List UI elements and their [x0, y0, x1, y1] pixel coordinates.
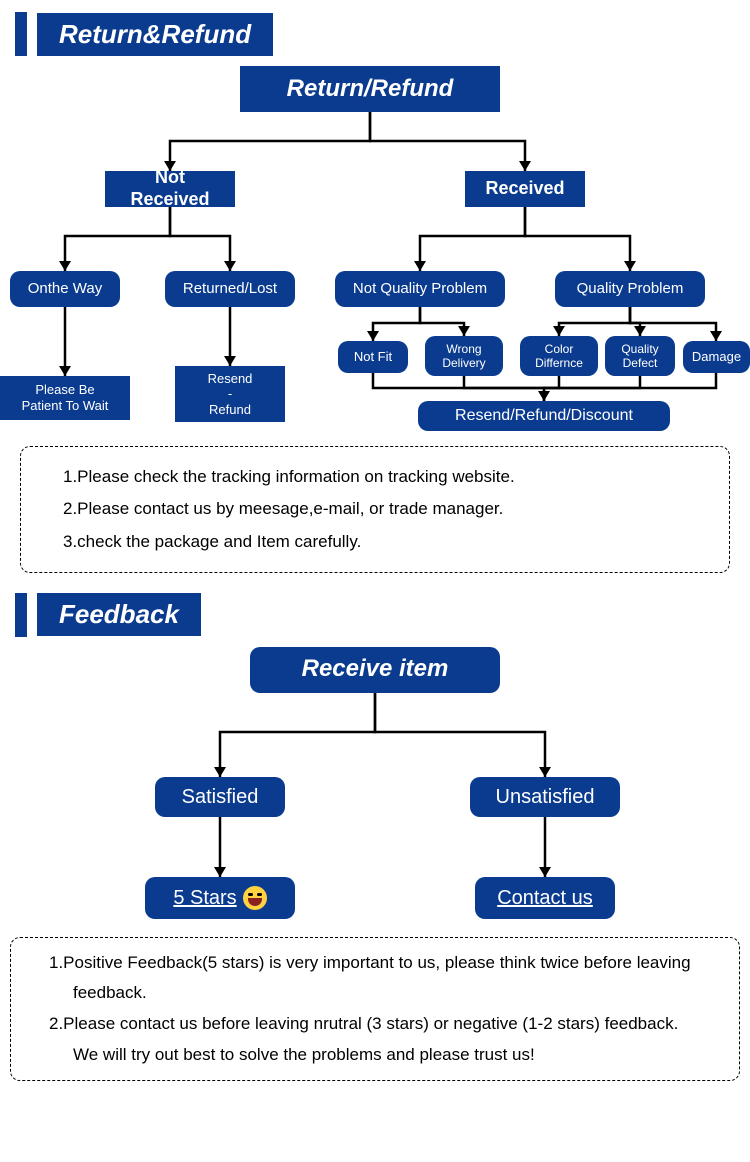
node-label: Receive item [302, 655, 449, 684]
note-line: 3.check the package and Item carefully. [39, 526, 711, 558]
flowchart-node-root: Receive item [250, 647, 500, 693]
flowchart-node-notrecv: Not Received [105, 171, 235, 207]
note-line: 1.Positive Feedback(5 stars) is very imp… [25, 948, 725, 979]
note-line: 2.Please contact us by meesage,e-mail, o… [39, 493, 711, 525]
flowchart-node-resendref: Resend - Refund [175, 366, 285, 422]
header-title: Return&Refund [37, 13, 273, 56]
flowchart-node-notqual: Not Quality Problem [335, 271, 505, 307]
flowchart-node-resendrefdisc: Resend/Refund/Discount [418, 401, 670, 431]
note-line: 2.Please contact us before leaving nrutr… [25, 1009, 725, 1040]
node-label: Please Be Patient To Wait [22, 382, 109, 413]
flowchart-node-contact: Contact us [475, 877, 615, 919]
node-label: Not Quality Problem [353, 280, 487, 298]
flowchart-node-damage: Damage [683, 341, 750, 373]
node-label: Returned/Lost [183, 280, 277, 298]
note-line: 1.Please check the tracking information … [39, 461, 711, 493]
note-line: We will try out best to solve the proble… [25, 1040, 725, 1071]
flowchart-node-ontheway: Onthe Way [10, 271, 120, 307]
flowchart-node-colordiff: Color Differnce [520, 336, 598, 376]
header-accent-bar [15, 12, 27, 56]
header-accent-bar [15, 593, 27, 637]
node-label: Quality Problem [577, 280, 684, 298]
flowchart-node-retlost: Returned/Lost [165, 271, 295, 307]
node-label: Not Received [113, 167, 227, 210]
return-refund-header: Return&Refund [15, 12, 750, 56]
node-label: Return/Refund [287, 75, 454, 104]
node-label: Onthe Way [28, 280, 102, 298]
flowchart-node-qualdef: Quality Defect [605, 336, 675, 376]
flowchart-node-root: Return/Refund [240, 66, 500, 112]
return-refund-flowchart: Return/Refund Not Received Received Onthe W… [0, 66, 750, 436]
flowchart-node-wrongdel: Wrong Delivery [425, 336, 503, 376]
node-label: Contact us [497, 886, 593, 910]
node-label: Damage [692, 349, 741, 365]
node-label: Resend/Refund/Discount [455, 406, 633, 425]
node-label: Unsatisfied [496, 785, 595, 809]
flowchart-node-satisfied: Satisfied [155, 777, 285, 817]
node-label: Satisfied [182, 785, 259, 809]
flowchart-node-patient: Please Be Patient To Wait [0, 376, 130, 420]
feedback-header: Feedback [15, 593, 750, 637]
node-label: Wrong Delivery [442, 342, 485, 371]
header-title: Feedback [37, 593, 201, 636]
feedback-flowchart: Receive item Satisfied Unsatisfied 5 Stars C… [0, 647, 750, 927]
node-label: Color Differnce [535, 342, 583, 371]
node-label: Quality Defect [621, 342, 658, 371]
return-refund-notes: 1.Please check the tracking information … [20, 446, 730, 573]
node-label: Received [485, 178, 564, 200]
note-line: feedback. [25, 978, 725, 1009]
flowchart-node-unsat: Unsatisfied [470, 777, 620, 817]
flowchart-node-stars: 5 Stars [145, 877, 295, 919]
node-label: Resend - Refund [208, 371, 253, 418]
flowchart-node-qual: Quality Problem [555, 271, 705, 307]
flowchart-node-notfit: Not Fit [338, 341, 408, 373]
node-label: 5 Stars [173, 886, 236, 910]
flowchart-node-recv: Received [465, 171, 585, 207]
feedback-notes: 1.Positive Feedback(5 stars) is very imp… [10, 937, 740, 1081]
node-label: Not Fit [354, 349, 392, 365]
smiley-icon [243, 886, 267, 910]
